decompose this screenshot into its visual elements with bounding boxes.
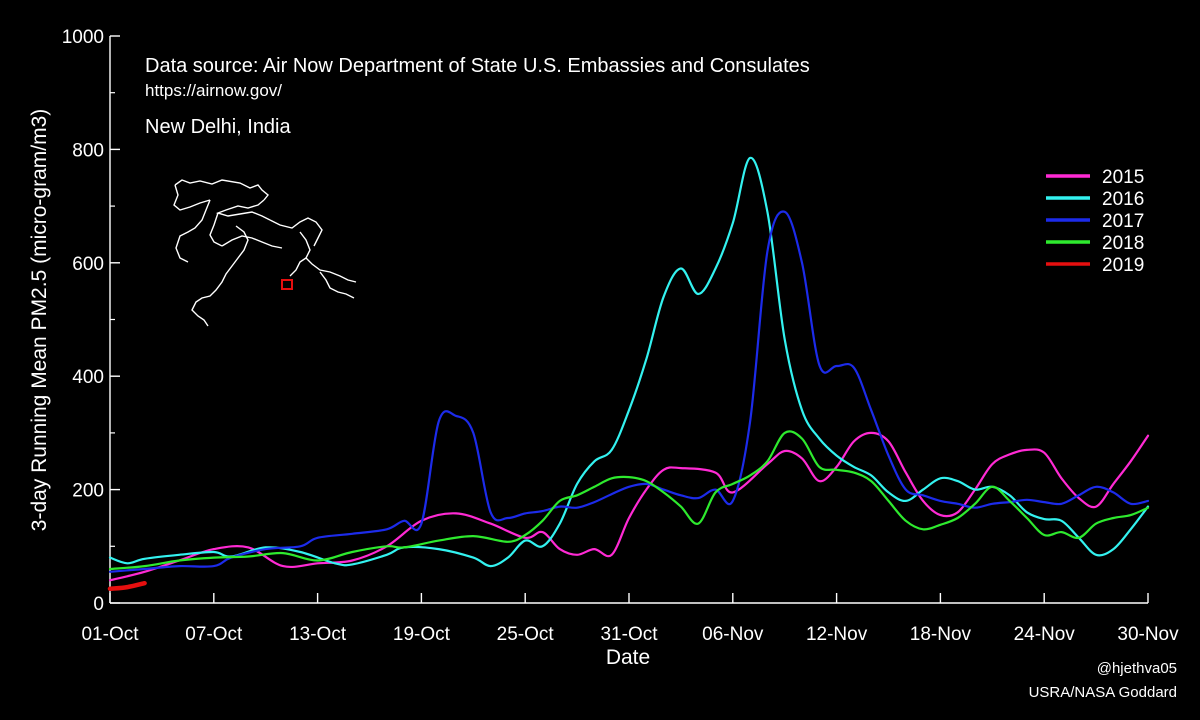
legend-label-2019: 2019 [1102,255,1144,276]
data-source-label: Data source: Air Now Department of State… [145,55,810,77]
x-tick-label: 31-Oct [600,624,658,645]
y-tick-label: 800 [72,140,104,161]
y-tick-label: 1000 [62,27,104,48]
series-layer [107,156,1150,592]
series-line-2017 [108,210,1150,573]
series-line-2019 [107,580,147,592]
y-tick-label: 0 [93,594,104,615]
legend-label-2015: 2015 [1102,167,1144,188]
x-tick-label: 01-Oct [81,624,139,645]
data-source-url: https://airnow.gov/ [145,81,282,100]
author-handle: @hjethva05 [1097,660,1177,677]
location-label: New Delhi, India [145,116,292,138]
y-tick-label: 200 [72,481,104,502]
y-tick-label: 400 [72,367,104,388]
x-tick-label: 06-Nov [702,624,764,645]
y-axis-title: 3-day Running Mean PM2.5 (micro-gram/m3) [28,109,51,531]
legend-label-2017: 2017 [1102,211,1144,232]
x-axis-title: Date [606,646,650,669]
x-tick-label: 24-Nov [1014,624,1076,645]
x-tick-label: 25-Oct [497,624,555,645]
x-tick-label: 07-Oct [185,624,243,645]
x-tick-label: 19-Oct [393,624,451,645]
y-tick-label: 600 [72,254,104,275]
series-line-2018 [108,430,1150,571]
x-tick-label: 30-Nov [1117,624,1179,645]
series-line-2015 [108,431,1150,582]
new-delhi-location-marker [281,279,293,290]
y-axis-ticks: 0 200 400 600 800 1000 [62,27,120,615]
legend-label-2016: 2016 [1102,189,1144,210]
x-tick-label: 18-Nov [910,624,972,645]
x-tick-label: 13-Oct [289,624,347,645]
legend-label-2018: 2018 [1102,233,1144,254]
x-axis-ticks: 01-Oct 07-Oct 13-Oct 19-Oct 25-Oct 31-Oct 06-N… [81,593,1179,645]
institution-credit: USRA/NASA Goddard [1029,684,1177,701]
x-tick-label: 12-Nov [806,624,868,645]
india-outline-map [173,179,357,327]
